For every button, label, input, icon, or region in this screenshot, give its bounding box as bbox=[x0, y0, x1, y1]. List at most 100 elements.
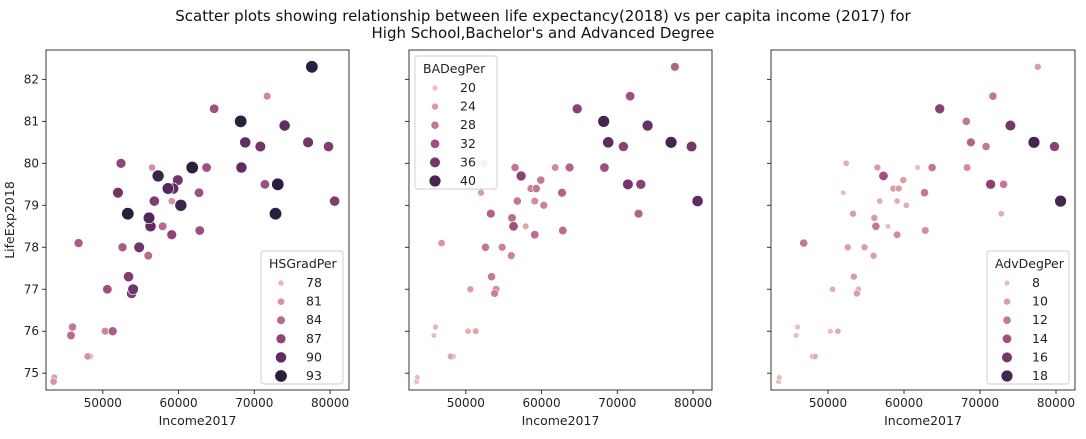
data-point bbox=[507, 251, 516, 260]
data-point bbox=[239, 136, 252, 149]
data-point bbox=[625, 91, 636, 102]
data-point bbox=[507, 213, 517, 223]
legend-label: 93 bbox=[306, 368, 322, 383]
x-tick-label: 50000 bbox=[447, 396, 485, 410]
data-point bbox=[558, 225, 568, 236]
data-point bbox=[83, 352, 92, 361]
data-point bbox=[618, 141, 629, 152]
data-point bbox=[254, 140, 267, 153]
data-point bbox=[571, 103, 583, 115]
legend-marker bbox=[275, 333, 287, 345]
legend-label: 12 bbox=[1032, 312, 1048, 327]
data-point bbox=[921, 226, 930, 235]
y-tick-label: 79 bbox=[24, 198, 39, 212]
x-tick-label: 80000 bbox=[1037, 396, 1075, 410]
data-point bbox=[278, 119, 291, 132]
x-tick-label: 50000 bbox=[809, 396, 847, 410]
legend: AdvDegPer 8 10 12 14 16 18 bbox=[986, 250, 1070, 385]
x-tick-label: 70000 bbox=[961, 396, 999, 410]
legend-label: 32 bbox=[460, 136, 476, 151]
data-point bbox=[564, 162, 575, 173]
data-point bbox=[142, 211, 156, 224]
data-point bbox=[510, 163, 520, 172]
data-point bbox=[597, 115, 610, 128]
data-point bbox=[557, 188, 567, 198]
x-axis-label: Income2017 bbox=[884, 413, 962, 428]
data-point bbox=[622, 178, 634, 190]
data-point bbox=[107, 326, 118, 337]
data-point bbox=[827, 328, 834, 335]
data-point bbox=[599, 162, 610, 173]
data-point bbox=[127, 283, 139, 295]
legend-label: 28 bbox=[460, 117, 476, 132]
data-point bbox=[193, 187, 205, 198]
legend-title: BADegPer bbox=[423, 61, 486, 76]
legend-label: 8 bbox=[1032, 275, 1040, 290]
data-point bbox=[166, 229, 177, 240]
data-point bbox=[464, 327, 472, 335]
data-point bbox=[209, 103, 220, 114]
data-point bbox=[551, 163, 560, 172]
data-point bbox=[117, 242, 128, 253]
data-point bbox=[633, 209, 644, 219]
data-point bbox=[497, 243, 507, 252]
legend-marker bbox=[276, 315, 286, 325]
legend-label: 90 bbox=[306, 349, 322, 364]
data-point bbox=[664, 136, 678, 149]
data-point bbox=[530, 230, 540, 240]
data-point bbox=[269, 207, 283, 221]
legend-label: 14 bbox=[1032, 331, 1048, 346]
legend-marker bbox=[1001, 351, 1013, 364]
legend-marker bbox=[277, 297, 285, 306]
data-point bbox=[185, 161, 199, 175]
legend: BADegPer 20 24 28 32 36 40 bbox=[414, 55, 498, 190]
data-point bbox=[432, 323, 439, 331]
data-point bbox=[934, 103, 946, 115]
legend-marker bbox=[1003, 297, 1011, 306]
y-tick-label: 76 bbox=[24, 324, 39, 338]
data-point bbox=[121, 207, 135, 221]
data-point bbox=[685, 140, 698, 153]
data-point bbox=[148, 195, 160, 207]
data-point bbox=[100, 327, 110, 336]
axes-frame bbox=[770, 49, 1076, 391]
data-point bbox=[902, 201, 910, 209]
scatter-panel-1: 50000 60000 70000 80000 75 76 77 78 79 80 81 82 Inco… bbox=[2, 49, 350, 428]
data-point bbox=[843, 243, 852, 252]
data-point bbox=[112, 187, 124, 199]
data-point bbox=[530, 197, 539, 206]
data-point bbox=[302, 136, 314, 148]
scatter-panel-2: 50000 60000 70000 80000 Income2017 BADegPer 20… bbox=[405, 49, 713, 428]
data-point bbox=[323, 141, 334, 152]
data-point bbox=[873, 163, 882, 172]
x-tick-label: 70000 bbox=[598, 396, 636, 410]
y-tick-label: 80 bbox=[24, 156, 39, 170]
data-point bbox=[151, 169, 165, 183]
scatter-panel-3: 50000 60000 70000 80000 Income2017 AdvDegPer 8… bbox=[767, 49, 1076, 428]
x-tick-label: 60000 bbox=[522, 396, 560, 410]
data-point bbox=[148, 163, 157, 172]
data-point bbox=[414, 374, 421, 381]
legend-title: AdvDegPer bbox=[995, 256, 1065, 271]
y-tick-label: 82 bbox=[24, 72, 39, 86]
data-point bbox=[447, 352, 455, 361]
data-point bbox=[174, 199, 188, 212]
y-tick-label: 75 bbox=[24, 366, 39, 380]
data-point bbox=[641, 119, 654, 132]
data-point bbox=[73, 238, 84, 248]
data-point bbox=[829, 285, 837, 293]
x-tick-label: 50000 bbox=[84, 396, 122, 410]
data-point bbox=[133, 241, 145, 253]
data-point bbox=[472, 327, 480, 335]
legend-label: 36 bbox=[460, 154, 476, 169]
data-point bbox=[1049, 141, 1060, 152]
data-point bbox=[234, 114, 248, 128]
data-point bbox=[194, 225, 205, 236]
data-point bbox=[437, 239, 446, 248]
data-point bbox=[1004, 119, 1017, 132]
legend-title: HSGradPer bbox=[269, 256, 338, 271]
data-point bbox=[466, 285, 475, 294]
data-point bbox=[893, 197, 901, 205]
y-tick-label: 78 bbox=[24, 240, 39, 254]
legend-marker bbox=[431, 102, 439, 111]
